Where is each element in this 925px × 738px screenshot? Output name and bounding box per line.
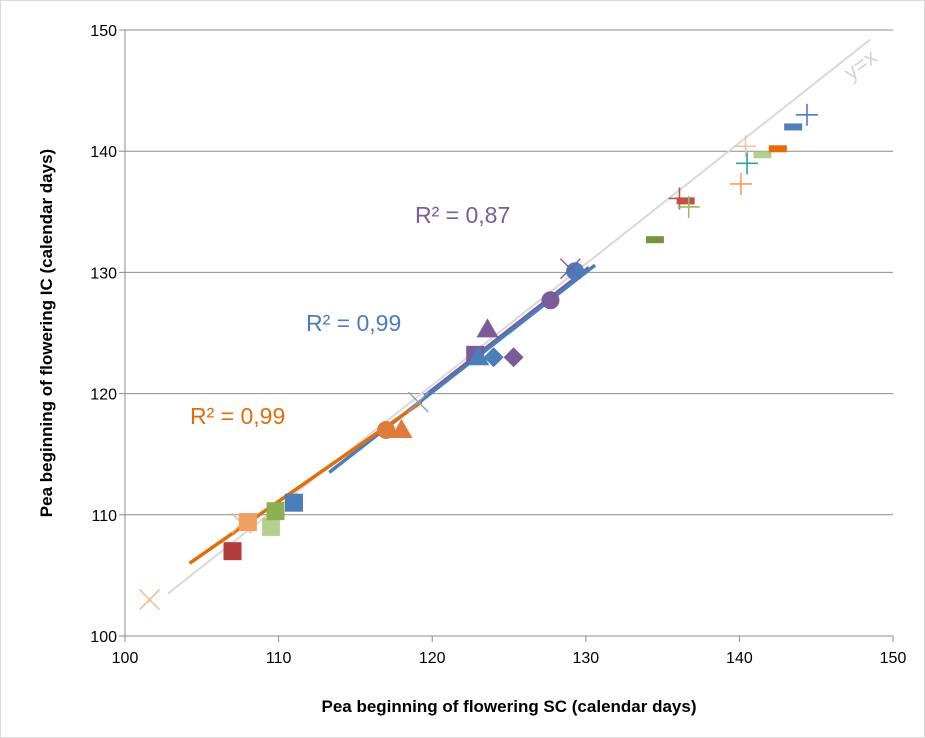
r2-label-orange: R² = 0,99 — [190, 403, 285, 429]
x-tick-label-110: 110 — [266, 650, 292, 667]
point-diamond-14 — [503, 347, 524, 368]
point-square-1 — [223, 542, 242, 561]
r2-label-purple: R² = 0,87 — [415, 202, 510, 228]
point-dash-20 — [676, 197, 695, 205]
point-dash-27 — [784, 123, 803, 131]
identity-line-label: y=x — [839, 44, 882, 85]
point-x-17 — [559, 258, 581, 280]
y-axis-title: Pea beginning of flowering IC (calendar … — [37, 149, 56, 517]
point-circle-15 — [541, 291, 560, 310]
x-tick-label-120: 120 — [419, 650, 446, 667]
y-tick-label-150: 150 — [90, 23, 117, 40]
y-tick-label-110: 110 — [91, 508, 117, 525]
point-dash-25 — [753, 151, 772, 159]
point-square-3 — [238, 513, 257, 532]
point-square-4 — [261, 517, 280, 536]
x-axis-title: Pea beginning of flowering SC (calendar … — [321, 697, 696, 716]
data-points — [139, 103, 818, 611]
point-plus-22 — [729, 172, 752, 195]
point-triangle-11 — [467, 346, 490, 366]
y-tick-label-120: 120 — [90, 387, 117, 404]
x-tick-label-130: 130 — [572, 650, 599, 667]
gridlines — [125, 29, 893, 516]
y-tick-label-100: 100 — [90, 629, 117, 646]
point-dash-26 — [768, 145, 787, 153]
point-plus-24 — [736, 152, 759, 175]
annotations: R² = 0,87 R² = 0,99 R² = 0,99 y=x Pea be… — [37, 44, 882, 716]
point-plus-23 — [734, 135, 757, 158]
x-tick-label-140: 140 — [726, 650, 753, 667]
point-plus-21 — [677, 195, 700, 218]
point-x-9 — [407, 391, 429, 413]
axes — [124, 30, 893, 637]
point-plus-28 — [795, 103, 818, 126]
y-tick-label-140: 140 — [90, 144, 117, 161]
point-dash-18 — [645, 236, 664, 244]
point-triangle-8 — [390, 418, 413, 438]
point-square-6 — [284, 493, 303, 512]
point-circle-7 — [377, 420, 396, 439]
point-triangle-12 — [476, 318, 499, 338]
point-x-0 — [139, 589, 161, 611]
x-tick-label-150: 150 — [880, 650, 907, 667]
point-circle-16 — [566, 262, 585, 281]
point-diamond-13 — [483, 347, 504, 368]
point-square-5 — [266, 502, 285, 521]
tick-labels: 100 110 120 130 140 150 100 110 120 130 140 150 — [90, 23, 906, 667]
y-tick-label-130: 130 — [90, 265, 117, 282]
r2-label-blue: R² = 0,99 — [306, 310, 401, 336]
x-tick-label-100: 100 — [112, 650, 139, 667]
